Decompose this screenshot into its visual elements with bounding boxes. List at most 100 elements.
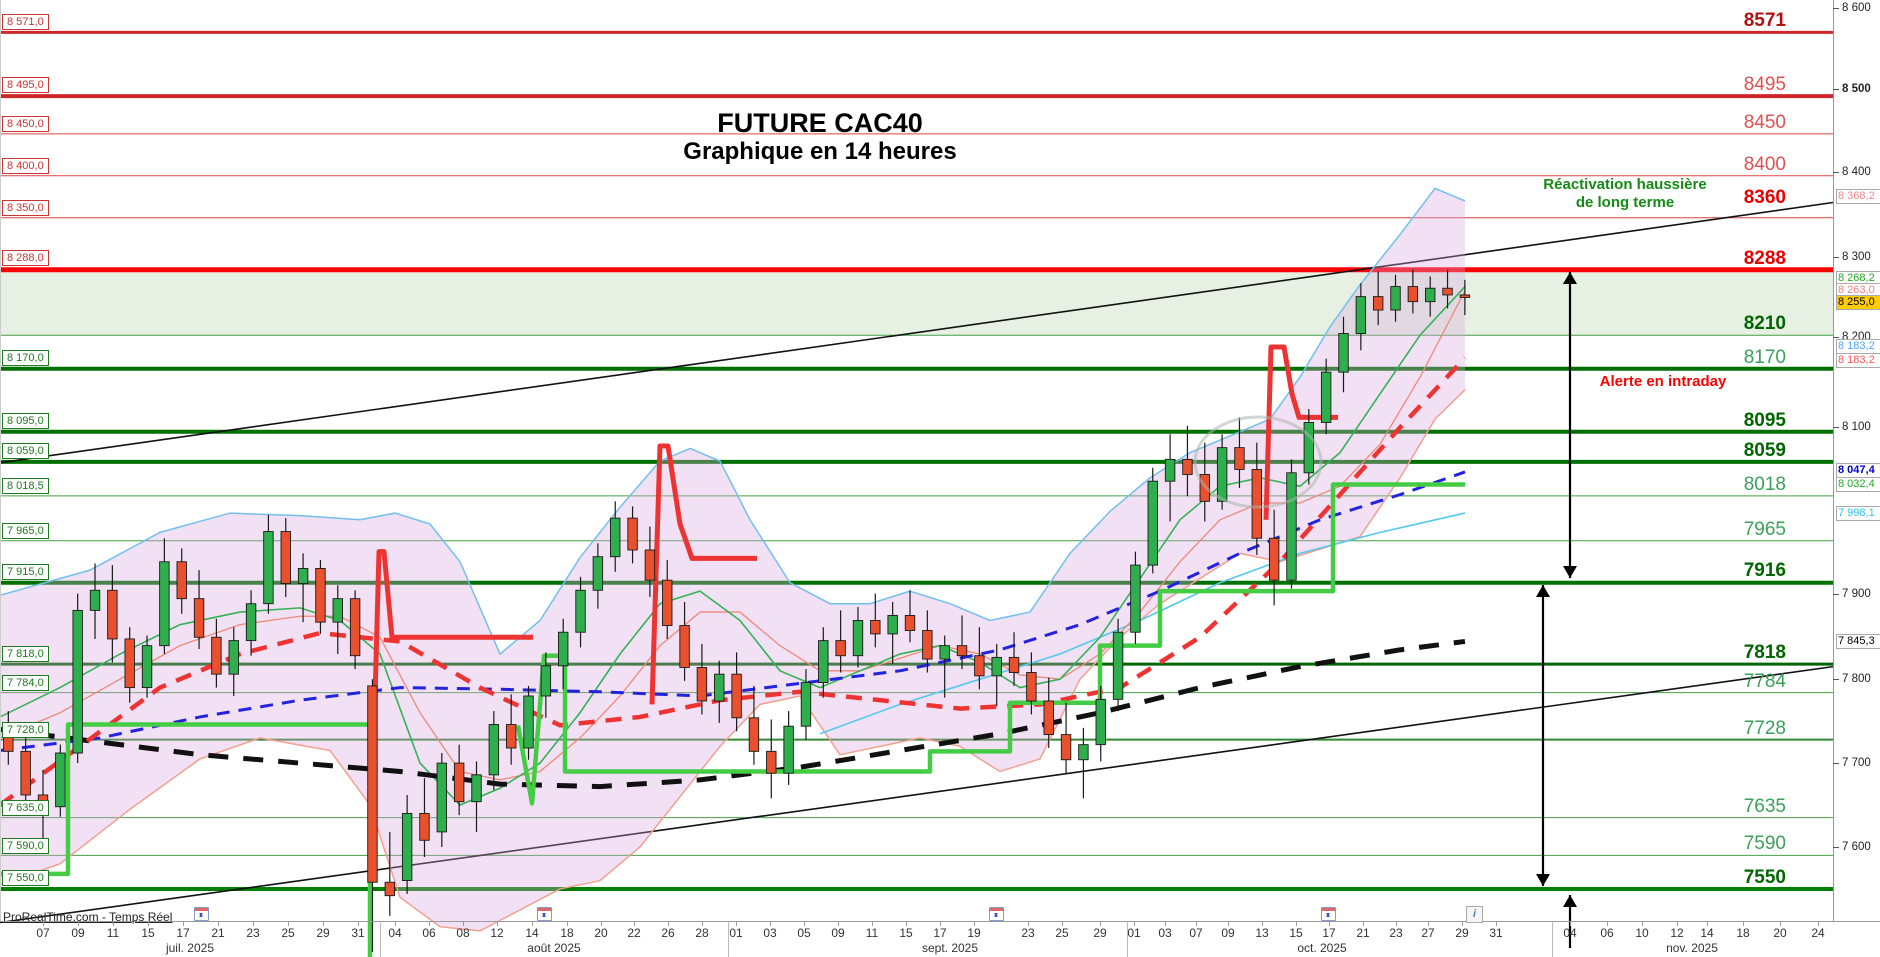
y-axis-label: 7 900 [1842,588,1871,600]
candle-body [714,673,725,702]
y-axis-tick [1833,89,1839,90]
candle-body [1251,469,1263,539]
candle-body [1130,564,1141,633]
x-axis-date-label: 21 [1356,926,1370,940]
candle-body [558,631,569,667]
calendar-event-icon[interactable] [1321,907,1336,921]
candle-body [193,598,205,638]
x-axis-tick [1780,921,1781,926]
candle-body [1320,371,1332,423]
candle-body [696,667,708,702]
level-price-box: 7 784,0 [2,675,49,692]
candle-body [679,625,690,668]
calendar-event-icon[interactable] [537,907,552,921]
price-axis-line [1833,0,1834,921]
right-price-label[interactable]: 7916 [1743,559,1786,581]
candle-body [107,589,118,640]
candle-body [783,725,794,774]
candle-body [1338,333,1349,373]
ellipse-annotation[interactable] [1193,415,1323,509]
x-axis-date-label: 09 [71,926,85,940]
right-price-label[interactable]: 7784 [1743,670,1786,692]
level-price-box: 7 635,0 [2,800,49,817]
price-axis-tag: 7 998,1 [1836,506,1880,521]
y-axis-tick [1833,337,1839,338]
right-price-label[interactable]: 7818 [1743,642,1786,664]
right-price-label[interactable]: 8495 [1743,74,1786,96]
x-axis-tick [940,921,941,926]
x-axis-tick [702,921,703,926]
candle-body [904,614,916,631]
x-axis-tick [323,921,324,926]
candle-body [228,640,239,675]
level-price-box: 8 571,0 [2,13,49,30]
candle-body [748,717,760,752]
x-axis-tick [601,921,602,926]
x-axis-tick [463,921,464,926]
annotation-bullish-reactivation[interactable]: Réactivation haussière de long terme [1510,176,1740,212]
prorealtime-branding-link[interactable]: ProRealTime.com - Temps Réel [3,910,173,924]
price-axis-tag: 8 032,4 [1836,477,1880,492]
x-axis-tick [1570,921,1571,926]
calendar-event-icon[interactable] [989,907,1004,921]
candle-body [1459,294,1471,298]
x-axis-tick [113,921,114,926]
right-price-label[interactable]: 8210 [1743,313,1786,335]
trendline-lower[interactable] [0,665,1834,924]
x-axis-date-label: 17 [1322,926,1336,940]
candle-body [887,614,898,635]
candle-body [731,673,742,719]
trendline-upper[interactable] [0,201,1834,464]
y-axis-tick [1833,427,1839,428]
info-icon[interactable]: i [1466,906,1483,923]
right-price-label[interactable]: 8360 [1743,187,1786,209]
price-axis-tag: 8 268,2 [1836,271,1880,286]
candle-body [211,636,222,675]
x-axis-tick [1296,921,1297,926]
right-price-label[interactable]: 7965 [1743,518,1786,540]
calendar-event-icon[interactable] [194,907,209,921]
level-price-box: 8 059,0 [2,442,49,459]
right-price-label[interactable]: 8018 [1743,474,1786,496]
x-axis-tick [906,921,907,926]
resistance-zone[interactable] [0,269,1833,336]
candle-body [141,645,153,689]
right-price-label[interactable]: 7728 [1743,717,1786,739]
x-axis-date-label: 11 [865,926,879,940]
right-price-label[interactable]: 8059 [1743,439,1786,461]
right-price-label[interactable]: 8170 [1743,346,1786,368]
y-axis-label: 8 100 [1842,421,1871,433]
x-axis-date-label: 01 [1127,926,1141,940]
x-axis-tick [567,921,568,926]
x-axis-tick [1707,921,1708,926]
x-axis-date-label: 20 [594,926,608,940]
candle-body [800,682,812,727]
right-price-label[interactable]: 8095 [1743,409,1786,431]
right-price-label[interactable]: 8288 [1743,247,1786,269]
right-price-label[interactable]: 8450 [1743,111,1786,133]
x-axis-month-label: oct. 2025 [1297,941,1347,955]
candle-body [818,640,829,684]
right-price-label[interactable]: 7590 [1743,833,1786,855]
month-separator [1127,921,1128,957]
x-axis-date-label: 31 [351,926,365,940]
x-axis-tick [1100,921,1101,926]
x-axis-date-label: 09 [831,926,845,940]
candle-body [453,762,465,803]
candle-body [488,724,500,776]
right-price-label[interactable]: 7635 [1743,795,1786,817]
annotation-intraday-alert[interactable]: Alerte en intraday [1599,373,1727,390]
x-axis-date-label: 12 [1670,926,1684,940]
y-axis-label: 8 300 [1842,251,1871,263]
right-price-label[interactable]: 8400 [1743,153,1786,175]
right-price-label[interactable]: 8571 [1743,10,1786,32]
candle-body [1147,480,1158,566]
candle-body [1424,287,1436,303]
x-axis-date-label: 18 [1736,926,1750,940]
right-price-label[interactable]: 7550 [1743,866,1786,888]
candle-body [852,620,864,657]
candle-body [610,517,621,558]
x-axis-date-label: 07 [1189,926,1203,940]
